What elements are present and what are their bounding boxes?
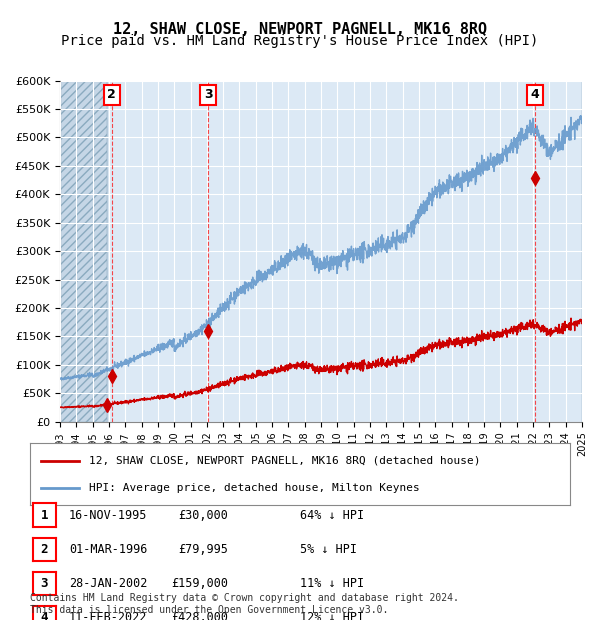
Text: 01-MAR-1996: 01-MAR-1996 [69,543,148,556]
Text: 28-JAN-2002: 28-JAN-2002 [69,577,148,590]
Text: 16-NOV-1995: 16-NOV-1995 [69,509,148,521]
Text: Contains HM Land Registry data © Crown copyright and database right 2024.
This d: Contains HM Land Registry data © Crown c… [30,593,459,615]
Text: 64% ↓ HPI: 64% ↓ HPI [300,509,364,521]
Text: 5% ↓ HPI: 5% ↓ HPI [300,543,357,556]
Text: HPI: Average price, detached house, Milton Keynes: HPI: Average price, detached house, Milt… [89,483,420,493]
Text: £79,995: £79,995 [178,543,228,556]
Text: 2: 2 [41,543,48,556]
Bar [60,81,107,422]
Text: 3: 3 [41,577,48,590]
Text: 12, SHAW CLOSE, NEWPORT PAGNELL, MK16 8RQ: 12, SHAW CLOSE, NEWPORT PAGNELL, MK16 8R… [113,22,487,37]
Text: 11% ↓ HPI: 11% ↓ HPI [300,577,364,590]
Text: 12, SHAW CLOSE, NEWPORT PAGNELL, MK16 8RQ (detached house): 12, SHAW CLOSE, NEWPORT PAGNELL, MK16 8R… [89,456,481,466]
Text: £428,000: £428,000 [171,611,228,620]
Text: 4: 4 [41,611,48,620]
Text: £30,000: £30,000 [178,509,228,521]
Text: £159,000: £159,000 [171,577,228,590]
Text: 12% ↓ HPI: 12% ↓ HPI [300,611,364,620]
Text: 3: 3 [204,88,212,101]
Text: 4: 4 [530,88,539,101]
Text: Price paid vs. HM Land Registry's House Price Index (HPI): Price paid vs. HM Land Registry's House … [61,34,539,48]
Text: 11-FEB-2022: 11-FEB-2022 [69,611,148,620]
Text: 1: 1 [41,509,48,521]
Text: 2: 2 [107,88,116,101]
Bar [60,81,107,422]
